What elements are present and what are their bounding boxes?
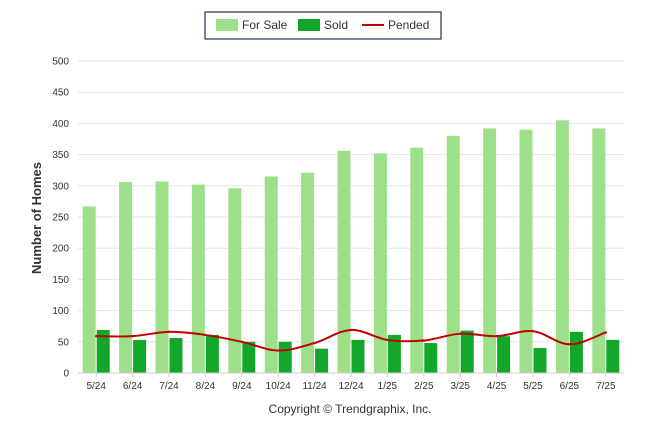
bar-sold — [242, 341, 256, 373]
pended-point — [349, 328, 353, 332]
x-tick-label: 11/24 — [302, 381, 327, 392]
bar-for-sale — [555, 120, 569, 373]
x-tick-label: 2/25 — [414, 381, 434, 392]
bar-for-sale — [446, 135, 460, 373]
y-tick-label: 300 — [52, 181, 69, 192]
pended-point — [495, 334, 498, 338]
x-tick-label: 10/24 — [266, 381, 291, 392]
pended-point — [568, 343, 571, 346]
bar-for-sale — [337, 150, 351, 373]
pended-point — [167, 330, 171, 334]
legend-label-sold: Sold — [324, 18, 348, 32]
bar-sold — [205, 334, 219, 373]
pended-point — [422, 339, 425, 342]
pended-point — [459, 332, 462, 335]
y-tick-label: 500 — [52, 57, 69, 68]
pended-point — [95, 334, 98, 338]
pended-point — [240, 340, 243, 343]
bar-sold — [569, 331, 583, 373]
bar-sold — [278, 341, 292, 373]
y-tick-label: 100 — [52, 306, 69, 317]
pended-point — [131, 334, 134, 338]
pended-point — [386, 338, 389, 342]
bar-sold — [424, 343, 438, 373]
x-tick-label: 6/25 — [560, 381, 580, 392]
x-tick-label: 1/25 — [378, 381, 398, 392]
bar-sold — [606, 339, 620, 373]
bar-for-sale — [228, 188, 242, 373]
x-tick-label: 8/24 — [196, 381, 216, 392]
y-tick-label: 200 — [52, 244, 69, 255]
bar-sold — [351, 339, 365, 373]
pended-point — [531, 329, 535, 333]
y-tick-label: 400 — [52, 119, 69, 130]
bar-for-sale — [483, 128, 497, 373]
x-tick-label: 5/25 — [523, 381, 543, 392]
bar-sold — [387, 334, 401, 373]
bar-sold — [533, 348, 547, 373]
bar-sold — [460, 330, 474, 373]
bar-for-sale — [301, 172, 315, 373]
legend-box — [204, 11, 442, 40]
copyright-text: Copyright © Trendgraphix, Inc. — [269, 402, 432, 416]
bar-sold — [96, 329, 110, 373]
y-tick-label: 250 — [52, 213, 69, 224]
x-tick-label: 5/24 — [86, 381, 106, 392]
x-axis-tick-labels: 5/24 6/24 7/24 8/24 9/24 10/24 11/24 12/24 1/25 2… — [86, 373, 616, 392]
pended-point — [204, 333, 207, 337]
legend-swatch-sold — [298, 19, 320, 31]
bar-for-sale — [373, 153, 387, 373]
y-tick-label: 350 — [52, 150, 69, 161]
legend-label-pended: Pended — [388, 18, 429, 32]
bar-for-sale — [119, 182, 133, 373]
x-tick-label: 6/24 — [123, 381, 143, 392]
y-tick-label: 0 — [63, 369, 69, 380]
bar-sold — [133, 339, 147, 373]
y-axis-tick-labels: 0 50 100 150 200 250 300 350 400 450 500 — [52, 57, 69, 380]
bar-for-sale — [264, 176, 278, 373]
pended-point — [604, 331, 607, 334]
pended-line-layer — [95, 328, 607, 352]
bars — [82, 120, 620, 373]
grid — [78, 60, 624, 343]
bar-for-sale — [410, 147, 424, 373]
bar-sold — [497, 336, 511, 373]
bar-for-sale — [155, 181, 169, 373]
y-axis-label: Number of Homes — [29, 162, 44, 274]
legend-label-for-sale: For Sale — [242, 18, 288, 32]
y-tick-label: 50 — [58, 337, 70, 348]
bar-for-sale — [82, 206, 96, 373]
bar-for-sale — [519, 129, 533, 373]
bar-for-sale — [592, 128, 606, 373]
x-tick-label: 3/25 — [450, 381, 470, 392]
legend-swatch-for-sale — [216, 19, 238, 31]
bar-sold — [315, 348, 329, 373]
pended-point — [277, 349, 280, 352]
bar-for-sale — [191, 184, 205, 373]
x-tick-label: 4/25 — [487, 381, 507, 392]
x-tick-label: 7/25 — [596, 381, 616, 392]
x-tick-label: 12/24 — [338, 381, 363, 392]
x-tick-label: 9/24 — [232, 381, 252, 392]
y-tick-label: 450 — [52, 88, 69, 99]
pended-point — [313, 341, 316, 345]
bar-sold — [169, 338, 183, 373]
legend: For Sale Sold Pended — [204, 11, 442, 40]
y-tick-label: 150 — [52, 275, 69, 286]
x-tick-label: 7/24 — [159, 381, 179, 392]
